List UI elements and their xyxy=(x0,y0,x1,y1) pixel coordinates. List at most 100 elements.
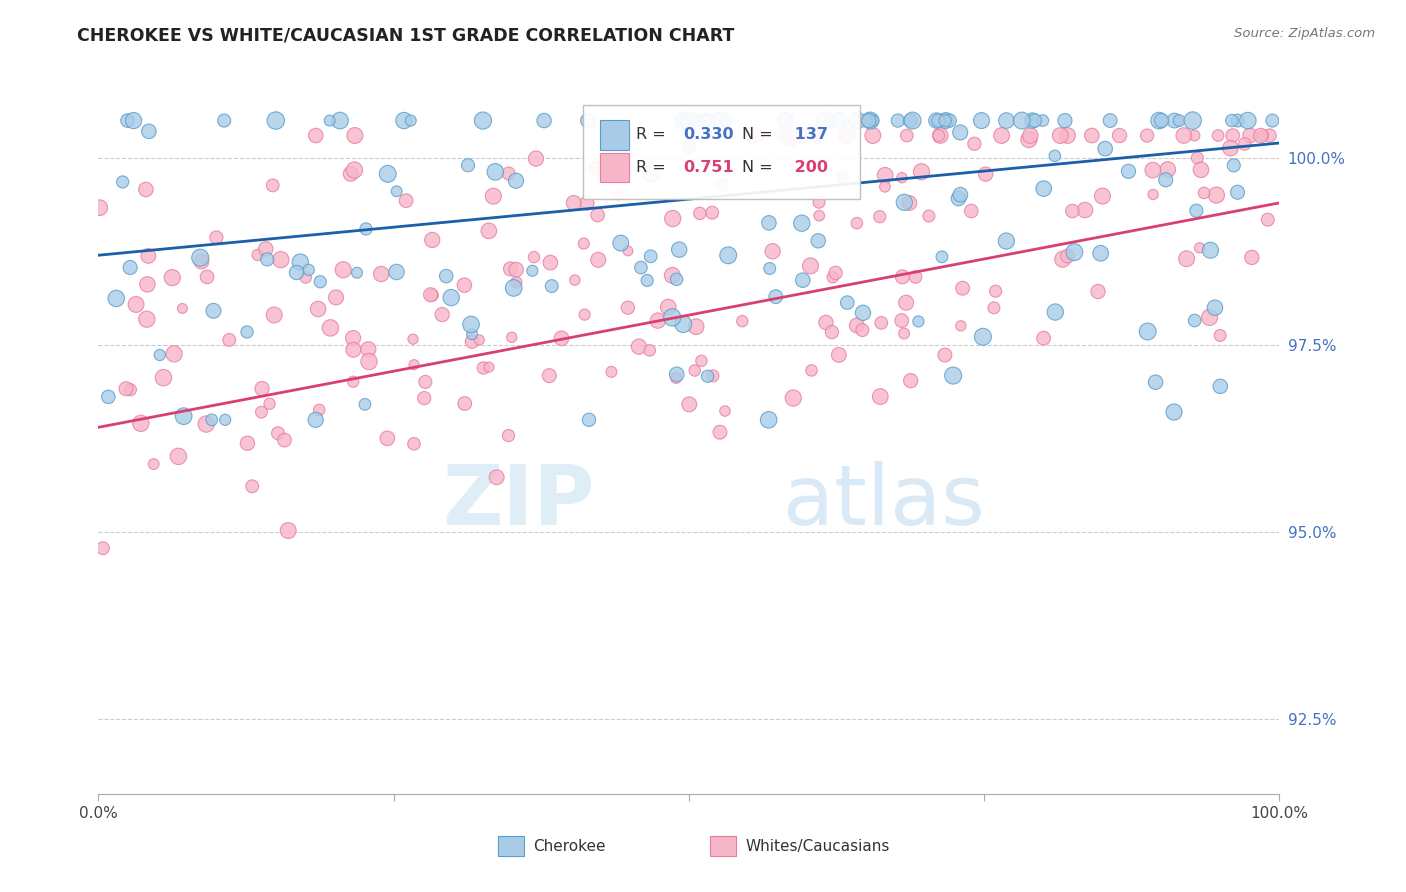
Point xyxy=(657,300,679,314)
Point xyxy=(851,323,873,337)
Point xyxy=(984,284,1007,298)
Point xyxy=(202,303,225,318)
Point xyxy=(136,249,159,263)
Point xyxy=(214,413,236,427)
Point xyxy=(501,330,523,344)
Point xyxy=(858,113,880,128)
Point xyxy=(308,403,330,417)
Point xyxy=(935,113,957,128)
Point xyxy=(808,195,831,210)
Point xyxy=(576,113,599,128)
Point xyxy=(807,234,830,248)
Point xyxy=(339,167,361,181)
Point xyxy=(1258,128,1281,143)
Point xyxy=(711,178,734,192)
Point xyxy=(1163,405,1185,419)
Point xyxy=(1209,379,1232,393)
Point xyxy=(741,128,763,143)
Point xyxy=(304,413,326,427)
Point xyxy=(523,250,546,264)
Point xyxy=(948,191,970,205)
Point xyxy=(1219,141,1241,155)
Point xyxy=(869,390,891,404)
Point xyxy=(856,113,879,128)
FancyBboxPatch shape xyxy=(600,153,628,182)
Point xyxy=(1142,187,1164,202)
Point xyxy=(845,318,868,333)
Point xyxy=(342,375,364,389)
Point xyxy=(640,167,662,181)
Point xyxy=(586,252,609,267)
Point xyxy=(600,365,623,379)
Point xyxy=(505,262,527,277)
Point xyxy=(422,288,444,302)
Point xyxy=(890,313,912,327)
Point xyxy=(354,222,377,236)
Point xyxy=(1108,128,1130,143)
Point xyxy=(758,413,780,427)
Point xyxy=(576,196,599,211)
Point xyxy=(484,165,506,179)
Text: atlas: atlas xyxy=(783,461,986,542)
Point xyxy=(717,248,740,262)
Point xyxy=(218,333,240,347)
Text: Cherokee: Cherokee xyxy=(533,838,606,854)
Point xyxy=(1087,285,1109,299)
Point xyxy=(1052,252,1074,267)
Point xyxy=(298,263,321,277)
Point xyxy=(907,314,929,328)
Point xyxy=(1198,310,1220,325)
Point xyxy=(714,404,737,418)
Point xyxy=(1144,375,1167,389)
Point xyxy=(89,201,111,215)
Point xyxy=(1118,164,1140,178)
Point xyxy=(824,266,846,280)
Point xyxy=(1142,163,1164,178)
Point xyxy=(457,158,479,172)
Point xyxy=(574,308,596,322)
Point xyxy=(647,313,669,327)
Point xyxy=(357,343,380,357)
Point xyxy=(498,428,520,442)
Point xyxy=(1147,113,1170,128)
Point xyxy=(1024,113,1046,128)
Point xyxy=(665,368,688,382)
Point xyxy=(1032,113,1054,128)
Point xyxy=(949,187,972,202)
Point xyxy=(1204,301,1226,315)
Point xyxy=(142,457,165,471)
Point xyxy=(1081,128,1104,143)
Point xyxy=(782,391,804,405)
Point xyxy=(1043,149,1066,163)
Point xyxy=(792,273,814,287)
Point xyxy=(873,179,896,194)
Point xyxy=(240,479,263,493)
Point xyxy=(413,391,436,405)
Point xyxy=(983,301,1005,315)
Point xyxy=(893,326,915,341)
Point xyxy=(862,128,884,143)
Point xyxy=(1239,128,1261,143)
Point xyxy=(787,128,810,143)
Text: 137: 137 xyxy=(789,128,828,143)
Point xyxy=(775,113,797,128)
Point xyxy=(564,273,586,287)
Point xyxy=(346,266,368,280)
Point xyxy=(870,316,893,330)
Point xyxy=(472,361,495,376)
Point xyxy=(714,113,737,128)
Point xyxy=(392,113,415,128)
Point xyxy=(277,524,299,538)
Point xyxy=(343,128,366,143)
Text: Source: ZipAtlas.com: Source: ZipAtlas.com xyxy=(1234,27,1375,40)
Point xyxy=(685,319,707,334)
Point xyxy=(696,113,718,128)
Point xyxy=(898,196,921,211)
Point xyxy=(928,128,950,143)
Text: Whites/Caucasians: Whites/Caucasians xyxy=(745,838,890,854)
Point xyxy=(162,270,184,285)
Point xyxy=(828,348,851,362)
Point xyxy=(402,358,425,372)
Point xyxy=(606,148,628,162)
Point xyxy=(678,397,700,411)
